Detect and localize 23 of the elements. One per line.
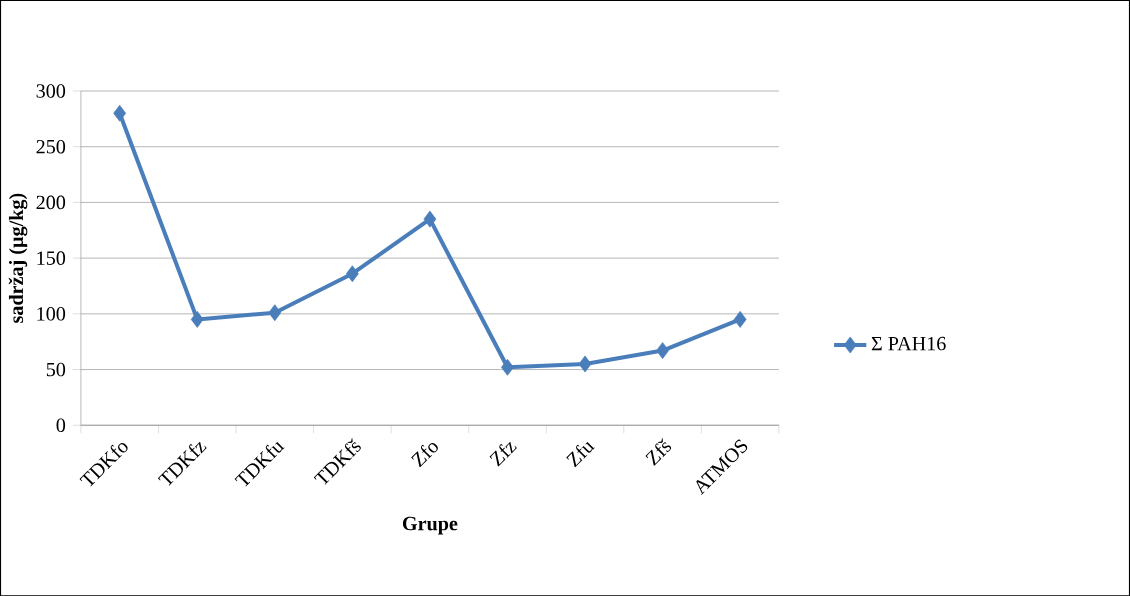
point [113, 104, 127, 122]
x-axis-title: Grupe [402, 516, 458, 535]
point [501, 358, 514, 376]
y-tick-label: 0 [56, 418, 66, 432]
legend-label: Σ PAH16 [871, 336, 946, 351]
y-tick-label: 50 [46, 362, 66, 377]
point [423, 210, 437, 228]
y-tick-label: 200 [36, 195, 66, 209]
y-tick-label: 100 [37, 306, 66, 321]
point [578, 355, 592, 373]
y-tick-label: 300 [36, 84, 66, 98]
y-axis-title: sadržaj (µg/kg) [8, 193, 28, 323]
x-tick-label: Zfz [489, 441, 517, 467]
y-tick-label: 150 [37, 251, 66, 265]
point [733, 310, 747, 328]
point [190, 310, 204, 328]
point [656, 342, 669, 359]
x-tick-label: Zfu [566, 441, 595, 468]
x-tick-label: Zfo [411, 442, 438, 468]
point [268, 304, 282, 321]
y-tick-label: 250 [36, 139, 66, 154]
x-tick-label: Zfš [645, 437, 672, 466]
point [345, 265, 359, 282]
